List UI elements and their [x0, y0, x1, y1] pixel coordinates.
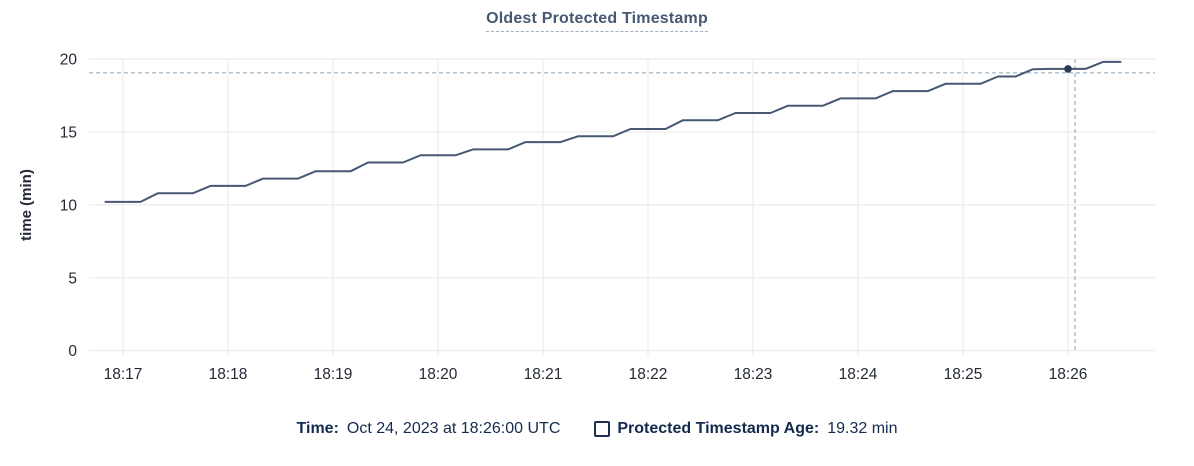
- protected-timestamp-chart[interactable]: 0 5 10 15 20 18:17 18:18 18:19 18:20 18:21 18:22 18…: [0, 0, 1194, 400]
- y-tick-label: 0: [68, 343, 77, 360]
- chart-title[interactable]: Oldest Protected Timestamp: [486, 10, 708, 32]
- age-series-line: [104, 60, 1122, 203]
- x-tick-label: 18:24: [839, 366, 878, 383]
- x-tick-label: 18:23: [734, 366, 773, 383]
- x-tick-label: 18:22: [629, 366, 668, 383]
- hover-legend: Time: Oct 24, 2023 at 18:26:00 UTC Prote…: [0, 420, 1194, 438]
- x-tick-label: 18:21: [524, 366, 563, 383]
- legend-time-value: Oct 24, 2023 at 18:26:00 UTC: [346, 420, 561, 437]
- y-tick-label: 10: [60, 197, 78, 214]
- hover-point-dot: [1064, 65, 1072, 73]
- legend-series-item: Protected Timestamp Age: 19.32 min: [594, 420, 897, 438]
- legend-time-item: Time: Oct 24, 2023 at 18:26:00 UTC: [297, 420, 561, 438]
- x-tick-label: 18:19: [314, 366, 353, 383]
- legend-series-label: Protected Timestamp Age:: [617, 420, 820, 437]
- y-axis-title: time (min): [18, 169, 35, 241]
- x-tick-label: 18:26: [1049, 366, 1088, 383]
- y-tick-label: 15: [60, 124, 77, 141]
- x-tick-label: 18:18: [209, 366, 248, 383]
- x-tick-label: 18:17: [104, 366, 143, 383]
- x-tick-label: 18:20: [419, 366, 458, 383]
- y-tick-label: 5: [68, 270, 77, 287]
- y-tick-label: 20: [60, 51, 78, 68]
- chart-header: Oldest Protected Timestamp: [0, 10, 1194, 32]
- legend-series-value: 19.32 min: [827, 420, 898, 437]
- series-checkbox[interactable]: [594, 421, 611, 437]
- legend-time-label: Time:: [296, 420, 339, 437]
- x-tick-label: 18:25: [944, 366, 983, 383]
